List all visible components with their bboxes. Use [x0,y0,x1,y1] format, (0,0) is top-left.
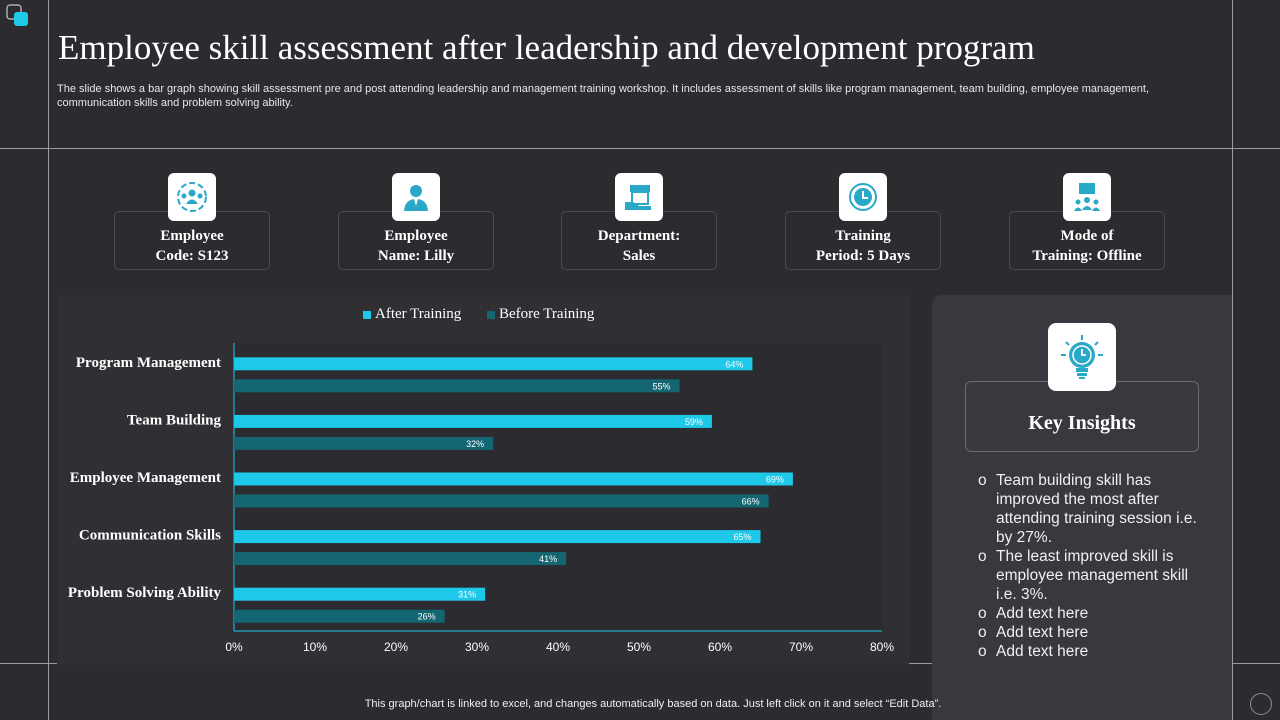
category-label: Communication Skills [79,528,221,544]
x-tick-label: 80% [870,640,894,654]
card-value: Period: 5 Days [815,248,911,264]
card-department-text: Department: Sales [561,226,717,266]
data-label: 69% [766,475,784,485]
legend-swatch-after [363,310,371,319]
insight-item: Add text here [978,642,1198,661]
frame-line-left [48,0,49,720]
x-tick-label: 50% [627,640,651,654]
data-label: 31% [458,590,476,600]
insights-list: Team building skill has improved the mos… [978,471,1198,661]
legend-label-before: Before Training [499,306,595,322]
insight-item: The least improved skill is employee man… [978,547,1198,604]
legend-label-after: After Training [375,306,462,322]
card-value: Name: Lilly [377,248,455,264]
category-label: Program Management [76,355,221,371]
x-tick-label: 0% [225,640,243,654]
data-label: 64% [725,359,743,369]
card-value: Training: Offline [1032,248,1142,264]
category-label: Employee Management [70,470,221,486]
data-label: 32% [466,439,484,449]
presentation-icon [1063,173,1111,221]
x-tick-label: 60% [708,640,732,654]
card-value: Sales [622,248,656,264]
card-value: Code: S123 [155,248,229,264]
x-tick-label: 40% [546,640,570,654]
logo-icon [6,4,28,26]
card-training-period-text: Training Period: 5 Days [785,226,941,266]
x-tick-label: 30% [465,640,489,654]
x-tick-label: 70% [789,640,813,654]
data-label: 26% [418,612,436,622]
x-tick-label: 20% [384,640,408,654]
legend-before-training: Before Training [487,306,594,323]
data-label: 65% [733,532,751,542]
nav-circle-button[interactable] [1250,693,1272,715]
store-icon [615,173,663,221]
card-training-mode-text: Mode of Training: Offline [1009,226,1165,266]
card-label: Training [835,228,891,244]
card-label: Department: [597,228,681,244]
card-employee-name-text: Employee Name: Lilly [338,226,494,266]
insight-item: Team building skill has improved the mos… [978,471,1198,547]
bar-after-training [234,587,486,601]
x-tick-label: 10% [303,640,327,654]
bar-before-training [234,609,445,623]
footer-note: This graph/chart is linked to excel, and… [364,698,942,710]
insight-item: Add text here [978,623,1198,642]
category-label: Team Building [127,412,222,428]
person-icon [392,173,440,221]
card-label: Employee [160,228,224,244]
frame-line-right [1232,0,1233,720]
data-label: 55% [652,381,670,391]
card-label: Mode of [1060,228,1114,244]
bar-before-training [234,379,680,393]
team-icon [168,173,216,221]
legend-after-training: After Training [363,306,461,323]
data-label: 66% [742,497,760,507]
clock-icon [839,173,887,221]
bar-after-training [234,472,793,486]
page-subtitle: The slide shows a bar graph showing skil… [57,83,1150,109]
insight-item: Add text here [978,604,1198,623]
data-label: 59% [685,417,703,427]
bar-before-training [234,494,769,508]
bar-after-training [234,414,712,428]
bar-before-training [234,552,567,566]
card-label: Employee [384,228,448,244]
page-title: Employee skill assessment after leadersh… [58,28,1035,67]
insights-title: Key Insights [1028,412,1136,434]
category-label: Problem Solving Ability [68,585,222,601]
card-employee-code-text: Employee Code: S123 [114,226,270,266]
bar-after-training [234,530,761,544]
legend-swatch-before [487,310,495,319]
bar-before-training [234,436,494,450]
lightbulb-clock-icon [1048,323,1116,391]
frame-line-top [0,148,1280,149]
bar-after-training [234,357,753,371]
data-label: 41% [539,554,557,564]
